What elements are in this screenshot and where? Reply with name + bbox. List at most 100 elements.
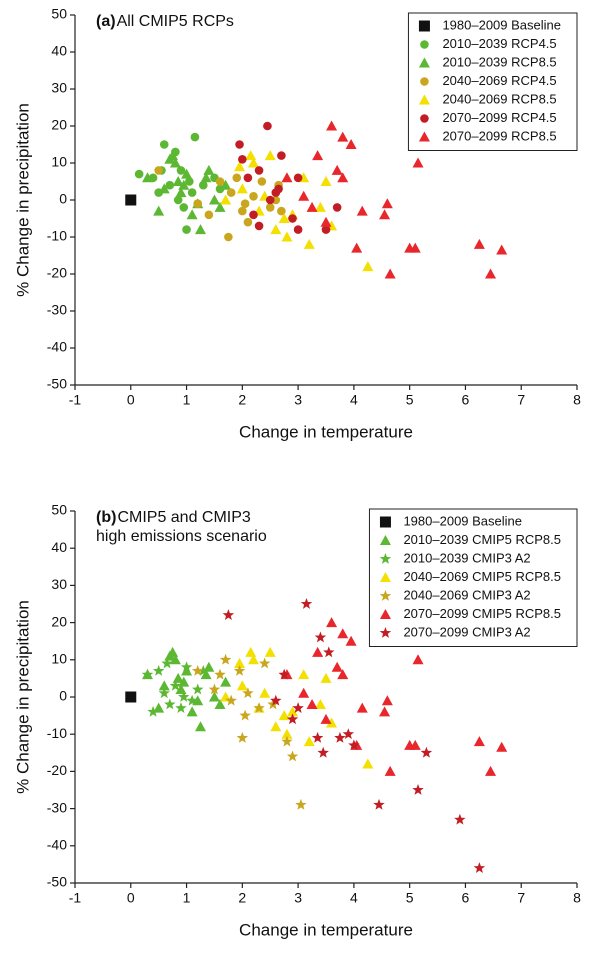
point [420,746,433,758]
point [379,209,391,220]
point [179,203,189,212]
legend-marker [379,609,391,619]
x-tick-label: 7 [517,890,525,906]
point [147,705,159,717]
point [243,173,253,183]
point [236,731,249,743]
y-tick-label: -50 [47,376,67,392]
y-tick-label: 10 [51,651,67,667]
x-tick-label: 6 [462,392,470,408]
point [235,140,244,149]
x-axis-label: Change in temperature [239,920,413,939]
point [384,268,396,279]
x-tick-label: 0 [127,890,135,906]
point [298,190,310,201]
point [264,646,276,657]
panel-title: CMIP5 and CMIP3 [117,509,250,526]
x-axis-label: Change in temperature [239,422,413,441]
y-tick-label: -30 [47,302,67,318]
point [454,813,466,825]
legend-frame [407,12,578,151]
x-tick-label: 0 [127,392,135,408]
x-tick-label: 3 [294,392,302,408]
point [278,213,290,223]
point [243,217,253,227]
point [186,209,198,220]
point [134,169,144,179]
point [187,188,197,197]
point [323,646,335,658]
point [381,198,393,209]
x-tick-label: 8 [573,890,581,906]
point [473,238,485,249]
y-axis-label: % Change in precipitation [13,103,32,297]
panel-title: All CMIP5 RCPs [117,13,234,30]
point [384,765,396,776]
point [182,225,191,234]
point [362,758,374,769]
point [204,210,214,220]
point [173,195,183,205]
point [192,664,204,676]
legend-marker [418,94,430,105]
point [224,232,233,242]
legend-label: 2070–2099 CMIP3 A2 [403,624,530,639]
point [277,206,286,216]
y-tick-label: 50 [51,6,67,22]
point [311,731,324,743]
point [153,205,165,216]
point [175,187,187,198]
point [263,121,272,131]
x-tick-label: 1 [183,890,191,906]
point [181,665,193,676]
point [236,183,248,194]
point [178,691,190,702]
point [180,661,193,673]
legend-marker [379,590,392,601]
point [278,710,290,721]
point [186,706,198,717]
point [220,194,232,205]
point [331,661,343,672]
point [281,172,293,183]
legend-marker [379,627,392,638]
point [345,635,357,646]
point [337,131,349,142]
x-tick-label: 7 [517,392,525,408]
y-tick-label: 20 [51,117,67,133]
point [242,687,254,699]
y-tick-label: 30 [51,80,67,96]
legend-marker [379,516,391,528]
point [332,203,342,212]
point [142,172,154,183]
point [175,702,187,714]
point [381,695,393,706]
point [214,698,226,709]
point [181,168,193,179]
point [258,657,271,669]
legend-label: 2070–2099 RCP4.5 [442,110,556,125]
point [412,654,424,665]
point [158,183,170,194]
point [259,687,271,698]
point [286,750,299,762]
legend-marker [418,131,430,142]
point [314,631,327,643]
point [295,798,307,810]
point [326,717,338,728]
point [236,680,248,691]
point [232,173,242,183]
x-tick-label: 1 [183,392,191,408]
legend-label: 2010–2039 CMIP3 A2 [403,550,530,565]
point [208,194,220,205]
point [326,617,338,628]
point [197,664,209,676]
point [293,173,303,183]
point [195,721,206,732]
x-tick-label: 2 [238,890,246,906]
point [152,664,165,676]
point [379,706,391,717]
point [362,261,374,272]
point [192,695,204,706]
